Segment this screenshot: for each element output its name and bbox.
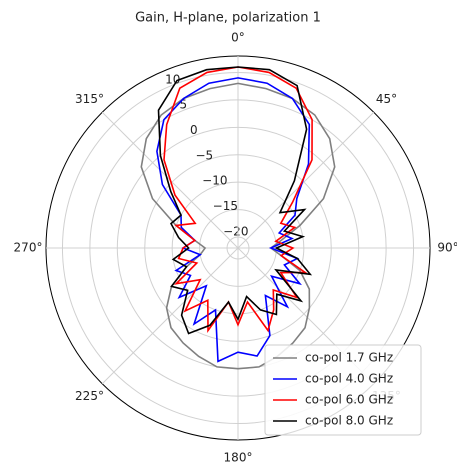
r-tick-label: −10 [202,174,227,188]
theta-tick-label: 225° [75,389,104,403]
theta-tick-label: 90° [437,241,457,255]
theta-tick-label: 0° [231,31,245,45]
r-tick-label: 5 [179,98,187,112]
legend-label: co-pol 1.7 GHz [305,351,393,365]
legend-label: co-pol 4.0 GHz [305,372,393,386]
chart-title: Gain, H-plane, polarization 1 [135,11,321,26]
legend: co-pol 1.7 GHz co-pol 4.0 GHz co-pol 6.0 G… [264,344,422,436]
grid-spoke [237,111,375,249]
r-tick-label: −20 [223,224,248,238]
legend-label: co-pol 8.0 GHz [305,414,393,428]
series-line [157,66,313,335]
legend-label: co-pol 6.0 GHz [305,393,393,407]
theta-tick-label: 180° [224,451,253,465]
r-tick-label: 0 [190,123,198,137]
r-tick-label: −5 [195,148,213,162]
theta-tick-label: 270° [14,241,43,255]
series-line [156,77,311,363]
series-line [140,82,336,370]
theta-tick-label: 315° [75,92,104,106]
grid-spoke [101,247,239,385]
r-tick-label: −15 [213,199,238,213]
legend-box [264,344,422,436]
series-line [163,66,313,333]
theta-tick-label: 45° [376,92,397,106]
r-tick-label: 10 [165,72,180,86]
